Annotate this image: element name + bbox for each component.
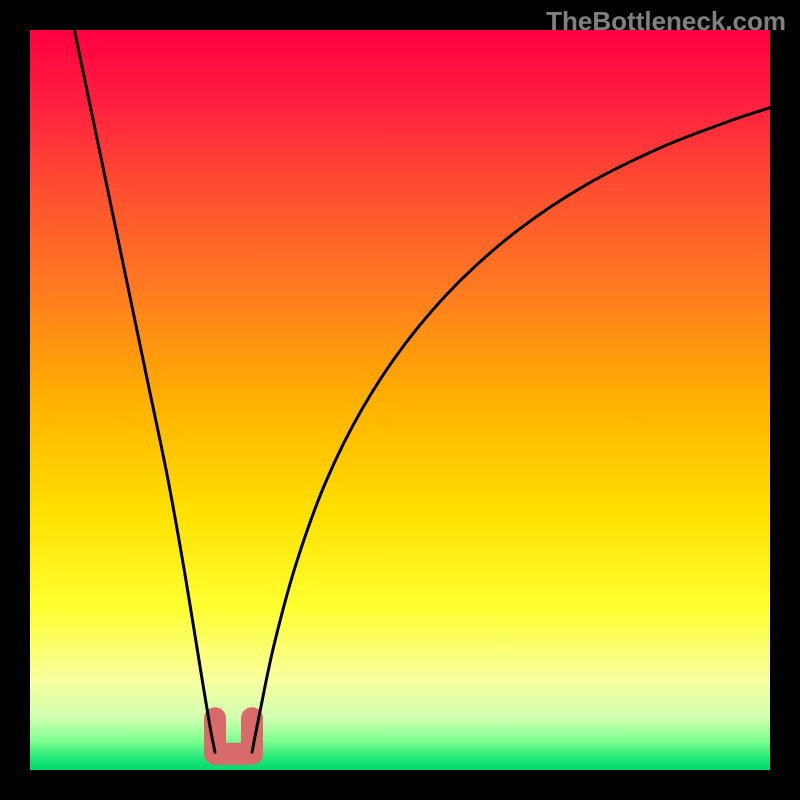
curve-left-branch — [74, 30, 215, 752]
plot-area — [30, 30, 770, 770]
curve-right-branch — [252, 108, 770, 753]
curve-layer — [30, 30, 770, 770]
chart-frame: TheBottleneck.com — [0, 0, 800, 800]
bottom-u-marker — [215, 718, 252, 754]
